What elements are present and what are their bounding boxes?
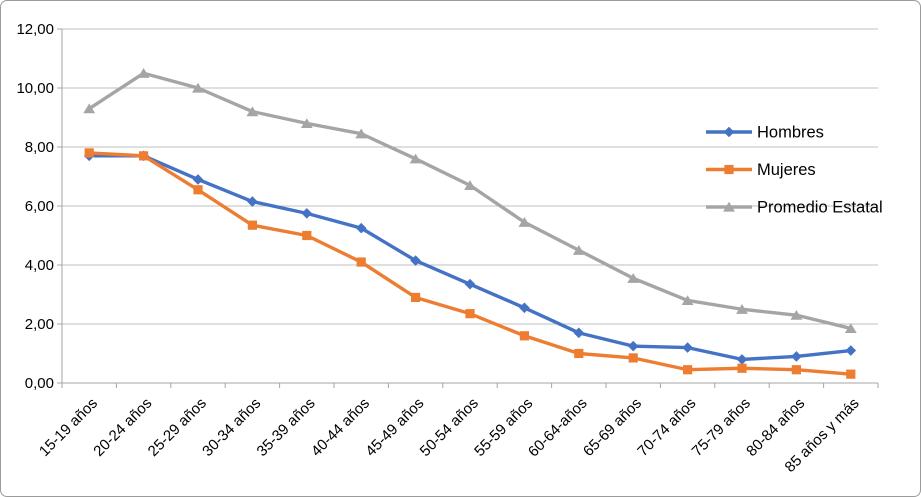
y-axis-tick-label: 12,00 [16, 21, 54, 38]
series-hombres [83, 150, 857, 365]
series-mujeres [84, 148, 856, 379]
data-point-marker [574, 348, 584, 359]
data-point-marker [355, 222, 367, 234]
data-point-marker [302, 230, 312, 241]
legend-label-mujeres: Mujeres [757, 161, 816, 179]
data-point-marker [682, 342, 693, 353]
data-point-marker [355, 128, 368, 139]
data-point-marker [464, 180, 476, 190]
data-point-marker [301, 208, 313, 219]
legend-item-promedio-estatal: Promedio Estatal [706, 199, 883, 217]
legend-marker-promedio-estatal [723, 201, 735, 212]
data-point-marker [410, 255, 421, 266]
legend-marker-hombres [723, 126, 735, 138]
data-point-marker [192, 82, 204, 93]
data-point-marker [519, 331, 529, 341]
axis-ticks [57, 28, 879, 388]
x-axis-tick-label: 60-64-años [525, 395, 591, 461]
data-point-marker [193, 185, 203, 195]
data-point-marker [192, 174, 204, 185]
y-axis-tick-label: 0,00 [25, 375, 54, 392]
data-point-marker [572, 245, 585, 255]
data-point-marker [356, 257, 366, 267]
data-point-marker [681, 295, 694, 305]
series-promedio-estatal [83, 68, 857, 334]
data-point-marker [519, 302, 530, 314]
data-point-marker [84, 148, 94, 158]
data-point-marker [628, 353, 638, 363]
data-point-marker [411, 292, 421, 303]
y-axis-tick-label: 6,00 [25, 198, 54, 215]
series-line-promedio-estatal [87, 71, 853, 331]
data-point-marker [137, 68, 150, 78]
data-point-marker [464, 278, 476, 290]
data-point-marker [844, 323, 857, 334]
data-point-marker [791, 365, 801, 375]
data-point-marker [518, 217, 531, 227]
y-axis-tick-label: 2,00 [25, 316, 54, 333]
legend: Hombres Mujeres Promedio Estatal [706, 124, 883, 217]
legend-label-promedio-estatal: Promedio Estatal [757, 199, 883, 217]
data-point-marker [737, 363, 747, 373]
data-point-marker [683, 365, 693, 375]
y-axis-tick-label: 4,00 [25, 257, 54, 274]
data-point-marker [246, 106, 259, 117]
data-point-marker [846, 369, 856, 379]
data-point-marker [247, 196, 258, 207]
legend-marker-mujeres [724, 164, 734, 175]
data-point-marker [845, 345, 857, 356]
y-axis-labels: 0,00 2,00 4,00 6,00 8,00 10,00 12,00 [16, 21, 54, 392]
data-point-marker [83, 103, 96, 114]
data-point-marker [627, 273, 640, 283]
data-point-marker [736, 354, 748, 365]
legend-label-hombres: Hombres [757, 124, 824, 142]
data-point-marker [790, 309, 803, 320]
data-point-marker [139, 151, 149, 161]
data-point-marker [627, 340, 639, 352]
data-point-marker [247, 220, 257, 230]
legend-item-mujeres: Mujeres [706, 161, 816, 179]
legend-item-hombres: Hombres [706, 124, 824, 142]
data-point-marker [573, 327, 585, 339]
data-point-marker [300, 118, 313, 128]
data-point-marker [791, 351, 802, 362]
data-point-marker [409, 153, 422, 164]
data-point-marker [465, 309, 475, 319]
y-axis-tick-label: 10,00 [16, 80, 54, 97]
y-axis-tick-label: 8,00 [25, 139, 54, 156]
data-point-marker [736, 304, 748, 314]
